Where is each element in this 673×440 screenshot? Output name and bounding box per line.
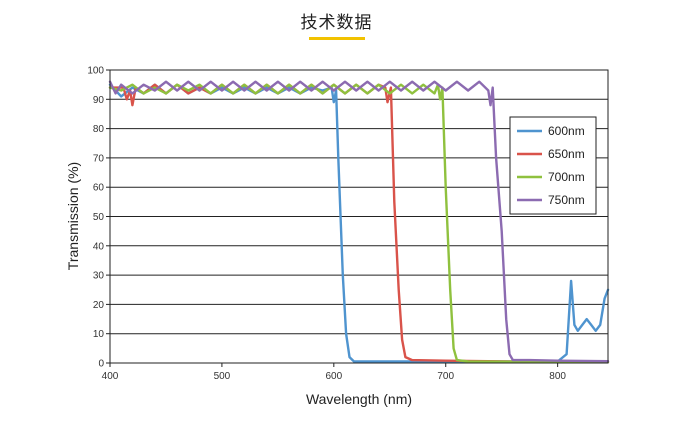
y-tick-label: 10 xyxy=(93,329,105,340)
page-header: 技术数据 xyxy=(0,8,673,40)
x-tick-label: 800 xyxy=(549,371,566,382)
legend-label: 700nm xyxy=(548,170,585,184)
x-tick-label: 500 xyxy=(214,371,231,382)
y-tick-label: 70 xyxy=(93,153,105,164)
legend-box xyxy=(509,116,597,215)
y-tick-label: 50 xyxy=(93,212,105,223)
x-tick-label: 600 xyxy=(325,371,342,382)
y-tick-label: 90 xyxy=(93,95,105,106)
x-tick-label: 700 xyxy=(437,371,454,382)
y-tick-label: 30 xyxy=(93,271,105,282)
series-lines xyxy=(108,80,610,364)
y-tick-label: 60 xyxy=(93,183,105,194)
axis-ticks: 0 10 20 30 40 50 60 70 80 90 100 400 500 600 700 800 xyxy=(87,66,566,383)
x-tick-label: 400 xyxy=(102,371,119,382)
y-tick-label: 0 xyxy=(98,359,104,370)
y-tick-label: 40 xyxy=(93,241,105,252)
x-axis-label: Wavelength (nm) xyxy=(306,391,412,407)
legend-label: 650nm xyxy=(548,147,585,161)
series-line-750nm xyxy=(108,80,610,363)
y-axis-label: Transmission (%) xyxy=(65,162,81,270)
y-tick-label: 20 xyxy=(93,300,105,311)
legend-label: 750nm xyxy=(548,193,585,207)
legend: 600nm 650nm 700nm 750nm xyxy=(509,116,597,215)
y-tick-label: 80 xyxy=(93,124,105,135)
page-title: 技术数据 xyxy=(300,13,373,33)
y-tick-label: 100 xyxy=(87,66,104,77)
legend-label: 600nm xyxy=(548,124,585,138)
title-underline xyxy=(308,37,365,40)
